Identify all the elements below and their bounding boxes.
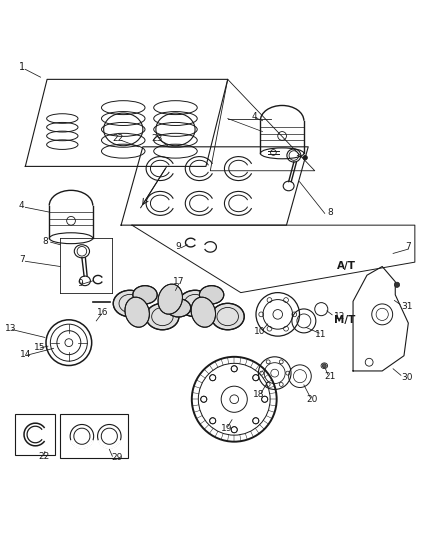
- Text: 4: 4: [19, 201, 25, 210]
- Text: 18: 18: [253, 390, 265, 399]
- Ellipse shape: [211, 303, 244, 330]
- Ellipse shape: [303, 156, 307, 160]
- Text: 22: 22: [39, 452, 49, 461]
- Text: 7: 7: [405, 243, 410, 252]
- Ellipse shape: [231, 366, 237, 372]
- Ellipse shape: [179, 290, 212, 317]
- Text: 17: 17: [173, 277, 185, 286]
- Text: 8: 8: [43, 237, 49, 246]
- Text: 13: 13: [5, 324, 16, 333]
- Ellipse shape: [113, 290, 146, 317]
- Ellipse shape: [210, 375, 216, 381]
- Text: 23: 23: [152, 134, 163, 143]
- Ellipse shape: [253, 375, 259, 381]
- Text: 14: 14: [20, 350, 31, 359]
- Text: 10: 10: [254, 327, 265, 336]
- Bar: [60, 415, 127, 458]
- Text: 16: 16: [97, 308, 109, 317]
- Text: 31: 31: [401, 302, 413, 311]
- Ellipse shape: [199, 286, 224, 304]
- Ellipse shape: [253, 418, 259, 424]
- Text: A/T: A/T: [336, 262, 356, 271]
- Text: 21: 21: [324, 372, 336, 381]
- Ellipse shape: [261, 396, 268, 402]
- Text: 22: 22: [113, 134, 124, 143]
- Text: 30: 30: [401, 373, 413, 382]
- Text: 8: 8: [328, 207, 334, 216]
- Text: 1: 1: [19, 62, 25, 72]
- Text: 12: 12: [333, 312, 345, 321]
- Ellipse shape: [201, 396, 207, 402]
- Ellipse shape: [210, 418, 216, 424]
- Text: 9: 9: [176, 243, 181, 252]
- Ellipse shape: [322, 364, 326, 368]
- Ellipse shape: [166, 298, 191, 317]
- Text: 15: 15: [34, 343, 46, 352]
- Ellipse shape: [125, 297, 149, 327]
- Text: 11: 11: [315, 330, 326, 340]
- Text: 29: 29: [111, 454, 123, 463]
- Text: 20: 20: [306, 395, 318, 403]
- Bar: [15, 415, 55, 455]
- Ellipse shape: [146, 303, 179, 330]
- Text: 19: 19: [221, 424, 233, 433]
- Text: M/T: M/T: [334, 314, 356, 325]
- Ellipse shape: [394, 282, 399, 287]
- Text: 7: 7: [19, 255, 25, 264]
- Text: 9: 9: [78, 279, 83, 287]
- Ellipse shape: [133, 286, 157, 304]
- Ellipse shape: [191, 297, 215, 327]
- Text: 4: 4: [252, 112, 257, 121]
- Ellipse shape: [158, 284, 183, 314]
- Ellipse shape: [231, 426, 237, 433]
